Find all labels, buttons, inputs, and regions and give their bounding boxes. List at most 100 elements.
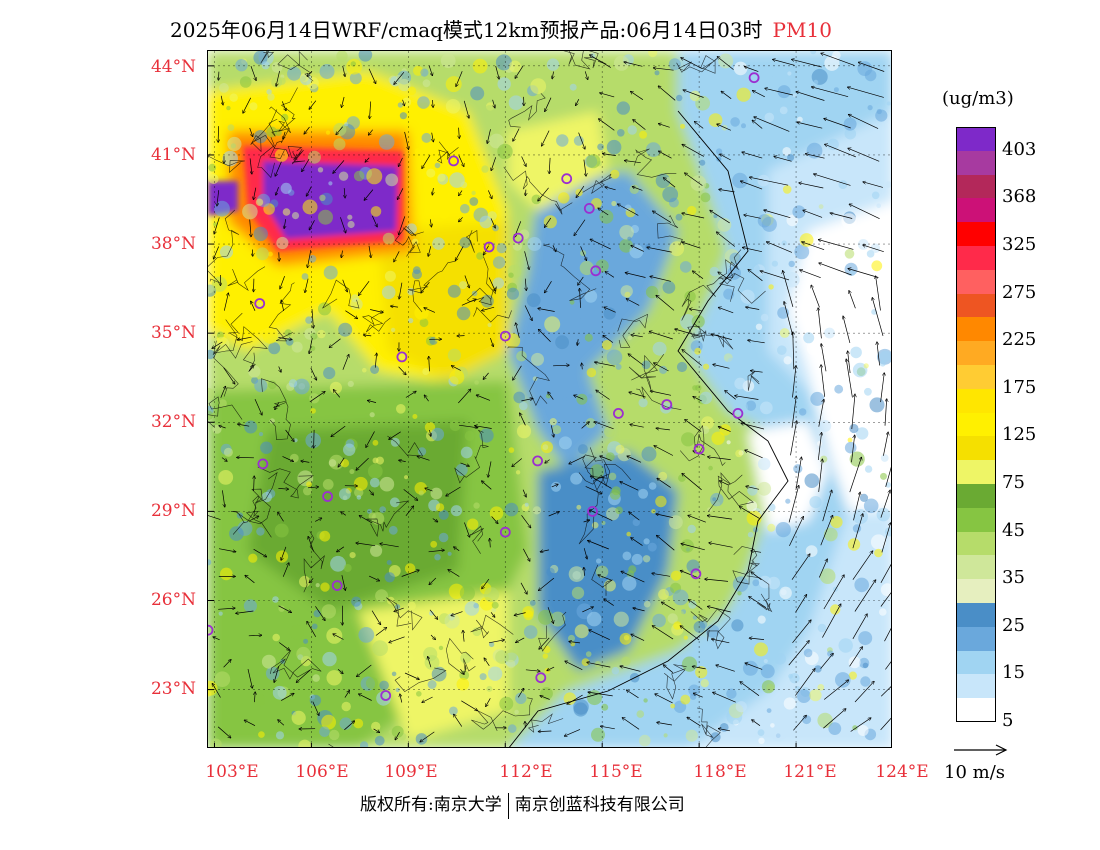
field-speckle xyxy=(272,633,280,642)
wind-vector xyxy=(877,342,880,366)
field-speckle xyxy=(759,401,773,415)
province-border xyxy=(732,546,760,585)
wind-vector xyxy=(421,281,430,293)
field-speckle xyxy=(862,662,869,669)
field-speckle xyxy=(824,55,840,71)
field-speckle xyxy=(531,352,544,366)
field-speckle xyxy=(305,432,321,449)
wind-vector xyxy=(458,389,471,404)
field-speckle xyxy=(369,412,375,418)
wind-vector xyxy=(710,210,730,224)
field-speckle xyxy=(613,611,629,627)
wind-vector xyxy=(811,87,849,98)
field-speckle xyxy=(218,611,223,616)
field-speckle xyxy=(258,350,268,360)
field-speckle xyxy=(745,400,757,411)
wind-vector xyxy=(569,455,585,464)
wind-vector xyxy=(254,476,255,492)
province-border xyxy=(268,87,298,137)
field-speckle xyxy=(802,715,812,725)
wind-vector xyxy=(250,65,256,81)
wind-vector xyxy=(394,251,400,262)
wind-vector xyxy=(848,148,880,162)
field-speckle xyxy=(266,89,272,95)
wind-vector xyxy=(705,579,729,582)
city-marker xyxy=(448,155,460,167)
field-speckle xyxy=(460,652,472,664)
field-speckle xyxy=(346,58,362,75)
field-speckle xyxy=(586,367,597,378)
wind-vector xyxy=(359,694,372,701)
wind-vector xyxy=(852,551,873,580)
city-markers xyxy=(208,72,760,701)
wind-vector xyxy=(513,128,520,142)
wind-vector xyxy=(752,120,763,129)
colorbar-label: 5 xyxy=(1002,710,1014,731)
wind-vector xyxy=(223,660,232,668)
wind-vector xyxy=(598,575,613,581)
field-speckle xyxy=(757,729,765,736)
wind-vector xyxy=(490,538,491,548)
wind-vector xyxy=(823,680,849,700)
wind-vector xyxy=(745,663,763,670)
field-speckle xyxy=(438,509,449,520)
field-speckle xyxy=(379,680,389,691)
province-border xyxy=(269,106,291,159)
field-speckle xyxy=(319,194,326,201)
wind-vector xyxy=(582,363,583,370)
field-speckle xyxy=(864,465,873,473)
footer-separator xyxy=(507,792,509,819)
wind-vector xyxy=(820,653,834,669)
wind-vector xyxy=(459,217,463,222)
wind-vector xyxy=(302,158,310,172)
field-speckle xyxy=(787,71,792,76)
wind-vector xyxy=(749,177,789,186)
wind-vector xyxy=(430,634,436,640)
field-speckle xyxy=(732,399,748,416)
wind-vectors xyxy=(208,53,891,742)
field-speckle xyxy=(449,706,458,716)
wind-vector xyxy=(576,99,580,106)
wind-vector xyxy=(307,621,317,637)
wind-vector xyxy=(280,275,285,289)
field-speckle xyxy=(526,293,541,308)
wind-vector xyxy=(548,392,554,400)
map-panel xyxy=(207,50,892,748)
wind-vector xyxy=(693,396,702,402)
wind-vector xyxy=(309,100,317,110)
wind-vector xyxy=(858,62,885,72)
wind-vector xyxy=(281,101,286,111)
reference-vector-arrow xyxy=(954,744,1008,756)
field-speckle xyxy=(330,555,346,572)
field-speckle xyxy=(417,447,427,456)
field-speckle xyxy=(481,165,489,173)
wind-vector xyxy=(301,461,310,463)
field-speckle xyxy=(757,615,766,624)
colorbar-swatch xyxy=(956,317,996,342)
wind-vector xyxy=(754,117,790,132)
field-speckle xyxy=(574,624,589,639)
field-speckle xyxy=(680,314,696,330)
field-speckle xyxy=(415,733,428,745)
wind-vector xyxy=(783,271,794,307)
field-speckle xyxy=(471,190,476,196)
field-speckle xyxy=(439,209,450,220)
field-speckle xyxy=(577,444,588,455)
wind-vector xyxy=(370,309,383,313)
field-speckle xyxy=(419,318,429,328)
province-border xyxy=(582,454,632,482)
field-speckle xyxy=(293,438,298,443)
field-speckle xyxy=(343,443,356,456)
field-speckle xyxy=(261,61,270,70)
wind-vector xyxy=(653,68,674,71)
field-speckle xyxy=(248,553,258,563)
wind-vector xyxy=(282,456,294,461)
wind-vector xyxy=(370,101,371,119)
field-speckle xyxy=(767,503,776,512)
field-yellow-center xyxy=(378,221,508,381)
wind-vector xyxy=(486,698,491,706)
wind-vector xyxy=(602,154,616,156)
wind-vector xyxy=(368,575,380,581)
wind-vector xyxy=(799,183,824,189)
field-speckle xyxy=(395,604,401,610)
